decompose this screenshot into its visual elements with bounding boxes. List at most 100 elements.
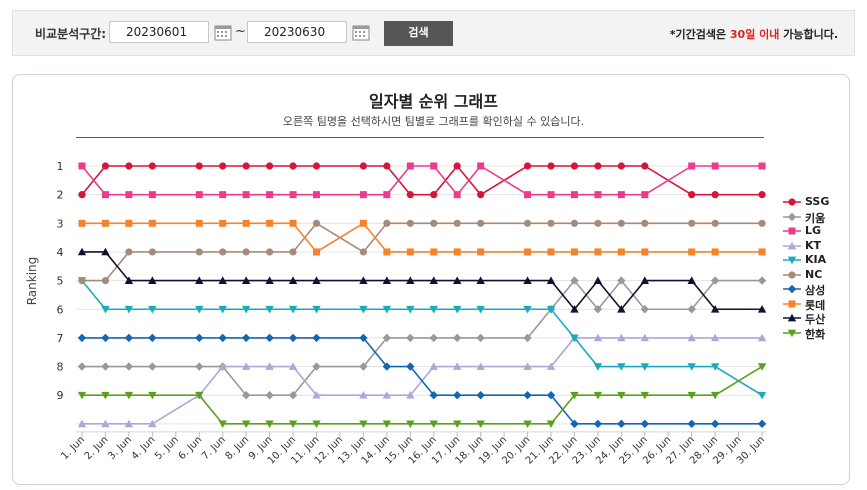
data-point bbox=[476, 333, 485, 343]
legend-marker bbox=[783, 329, 801, 337]
data-point bbox=[453, 333, 462, 343]
data-point bbox=[570, 334, 579, 343]
x-tick-label: 4. Jun bbox=[130, 434, 158, 462]
end-date-input[interactable] bbox=[247, 21, 347, 43]
data-point bbox=[406, 191, 414, 199]
data-point bbox=[101, 191, 109, 199]
legend-label: 키움 bbox=[805, 211, 826, 225]
data-point bbox=[101, 277, 110, 285]
data-point bbox=[640, 391, 649, 400]
data-point bbox=[546, 276, 556, 284]
data-point bbox=[124, 419, 134, 428]
start-date-input[interactable] bbox=[109, 21, 209, 43]
data-point bbox=[476, 362, 485, 370]
data-point bbox=[382, 391, 392, 399]
data-point bbox=[594, 162, 602, 170]
data-point bbox=[617, 333, 626, 342]
data-point bbox=[124, 305, 134, 314]
legend-label: KIA bbox=[805, 253, 827, 266]
data-point bbox=[359, 162, 367, 170]
title-divider bbox=[76, 137, 764, 138]
data-point bbox=[453, 248, 461, 256]
data-point bbox=[148, 391, 157, 400]
data-point bbox=[546, 391, 556, 400]
series-삼성 bbox=[77, 333, 767, 429]
legend-marker bbox=[783, 198, 801, 206]
data-point bbox=[148, 248, 156, 256]
data-point bbox=[312, 219, 321, 227]
data-point bbox=[359, 305, 368, 314]
data-point bbox=[593, 391, 603, 400]
data-point bbox=[148, 276, 157, 284]
data-point bbox=[477, 248, 485, 256]
period-notice: *기간검색은 30일 이내 가능합니다. bbox=[670, 26, 838, 42]
data-point bbox=[242, 162, 250, 170]
data-point bbox=[359, 248, 367, 256]
data-point bbox=[641, 162, 649, 170]
data-point bbox=[241, 333, 251, 343]
data-point bbox=[219, 248, 227, 256]
notice-highlight: 30일 이내 bbox=[729, 28, 780, 41]
data-point bbox=[265, 276, 274, 284]
data-point bbox=[617, 305, 626, 313]
series-키움 bbox=[77, 276, 767, 400]
data-point bbox=[523, 333, 532, 343]
data-point bbox=[641, 191, 649, 199]
data-point bbox=[312, 391, 321, 399]
series-line bbox=[82, 222, 763, 253]
data-point bbox=[312, 162, 321, 170]
data-point bbox=[429, 391, 438, 400]
legend-symbol bbox=[788, 198, 796, 206]
data-point bbox=[78, 277, 86, 285]
legend-symbol bbox=[787, 284, 797, 294]
data-point bbox=[359, 191, 367, 199]
data-point bbox=[453, 191, 461, 199]
calendar-icon[interactable] bbox=[352, 23, 370, 41]
data-point bbox=[523, 162, 532, 170]
search-button[interactable]: 검색 bbox=[384, 21, 453, 46]
data-point bbox=[453, 305, 462, 314]
data-point bbox=[265, 305, 274, 314]
data-point bbox=[429, 276, 438, 284]
data-point bbox=[312, 333, 321, 343]
data-point bbox=[195, 305, 204, 314]
data-point bbox=[359, 420, 368, 429]
data-point bbox=[148, 305, 157, 314]
data-point bbox=[124, 333, 134, 343]
data-point bbox=[570, 162, 579, 170]
data-point bbox=[242, 248, 250, 256]
notice-prefix: *기간검색은 bbox=[669, 28, 730, 41]
series-LG bbox=[78, 162, 766, 199]
data-point bbox=[406, 276, 415, 284]
data-point bbox=[359, 362, 368, 371]
legend-symbol bbox=[787, 241, 797, 249]
data-point bbox=[288, 276, 298, 284]
data-point bbox=[524, 191, 532, 199]
data-point bbox=[524, 248, 532, 256]
series-NC bbox=[78, 219, 766, 285]
series-롯데 bbox=[78, 219, 766, 256]
data-point bbox=[289, 248, 297, 256]
x-tick-label: 3. Jun bbox=[106, 434, 134, 462]
data-point bbox=[195, 391, 204, 400]
data-point bbox=[688, 219, 696, 227]
data-point bbox=[382, 305, 392, 314]
data-point bbox=[218, 305, 227, 314]
data-point bbox=[195, 248, 203, 256]
data-point bbox=[77, 419, 87, 428]
data-point bbox=[383, 219, 391, 227]
data-point bbox=[476, 420, 485, 429]
calendar-icon[interactable] bbox=[214, 23, 232, 41]
legend-symbol bbox=[787, 256, 797, 265]
data-point bbox=[710, 276, 720, 285]
data-point bbox=[101, 333, 110, 343]
x-tick-label: 8. Jun bbox=[223, 434, 251, 462]
data-point bbox=[288, 305, 298, 314]
data-point bbox=[429, 362, 438, 370]
data-point bbox=[523, 362, 532, 370]
data-point bbox=[125, 219, 133, 227]
data-point bbox=[359, 333, 368, 343]
data-point bbox=[687, 276, 696, 284]
data-point bbox=[570, 248, 578, 256]
